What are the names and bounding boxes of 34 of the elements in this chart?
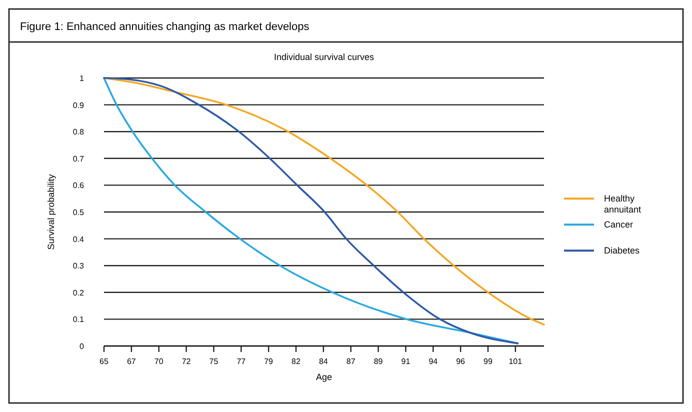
chart-subtitle: Individual survival curves — [274, 52, 375, 62]
y-tick-label: 0.7 — [72, 154, 85, 164]
x-tick-label: 91 — [401, 357, 411, 366]
legend-label: Cancer — [604, 220, 634, 230]
y-tick-label: 0.2 — [72, 288, 85, 298]
y-tick-label: 0.3 — [72, 262, 85, 271]
x-tick-label: 89 — [374, 357, 384, 366]
y-tick-label: 0.9 — [72, 100, 85, 110]
chart-title: Figure 1: Enhanced annuities changing as market develops — [20, 21, 310, 33]
x-tick-label: 84 — [318, 357, 328, 366]
x-tick-label: 87 — [346, 357, 356, 366]
x-tick-label: 94 — [428, 357, 438, 366]
y-tick-label: 0.1 — [72, 315, 85, 324]
y-tick-label: 0.8 — [72, 128, 85, 137]
x-tick-label: 65 — [100, 357, 109, 366]
x-tick-label: 75 — [209, 357, 219, 366]
y-tick-label: 0.5 — [72, 208, 85, 217]
x-axis-title: Age — [316, 372, 332, 382]
legend-label: Diabetes — [604, 246, 640, 256]
y-tick-label: 0.4 — [72, 234, 85, 244]
x-tick-label: 96 — [456, 357, 466, 366]
y-axis-title: Survival probability — [46, 174, 56, 250]
y-tick-label: 1 — [80, 74, 85, 83]
x-tick-label: 82 — [292, 357, 301, 366]
x-tick-label: 79 — [264, 357, 274, 366]
x-tick-label: 77 — [236, 357, 246, 366]
y-tick-label: 0.6 — [72, 181, 85, 190]
x-tick-label: 101 — [508, 357, 523, 366]
x-tick-label: 70 — [154, 357, 164, 366]
x-tick-label: 99 — [484, 357, 493, 366]
legend-label: Healthy annuitant — [604, 194, 642, 215]
x-tick-label: 67 — [126, 357, 136, 366]
y-tick-label: 0 — [80, 342, 85, 351]
x-tick-label: 72 — [182, 357, 192, 366]
